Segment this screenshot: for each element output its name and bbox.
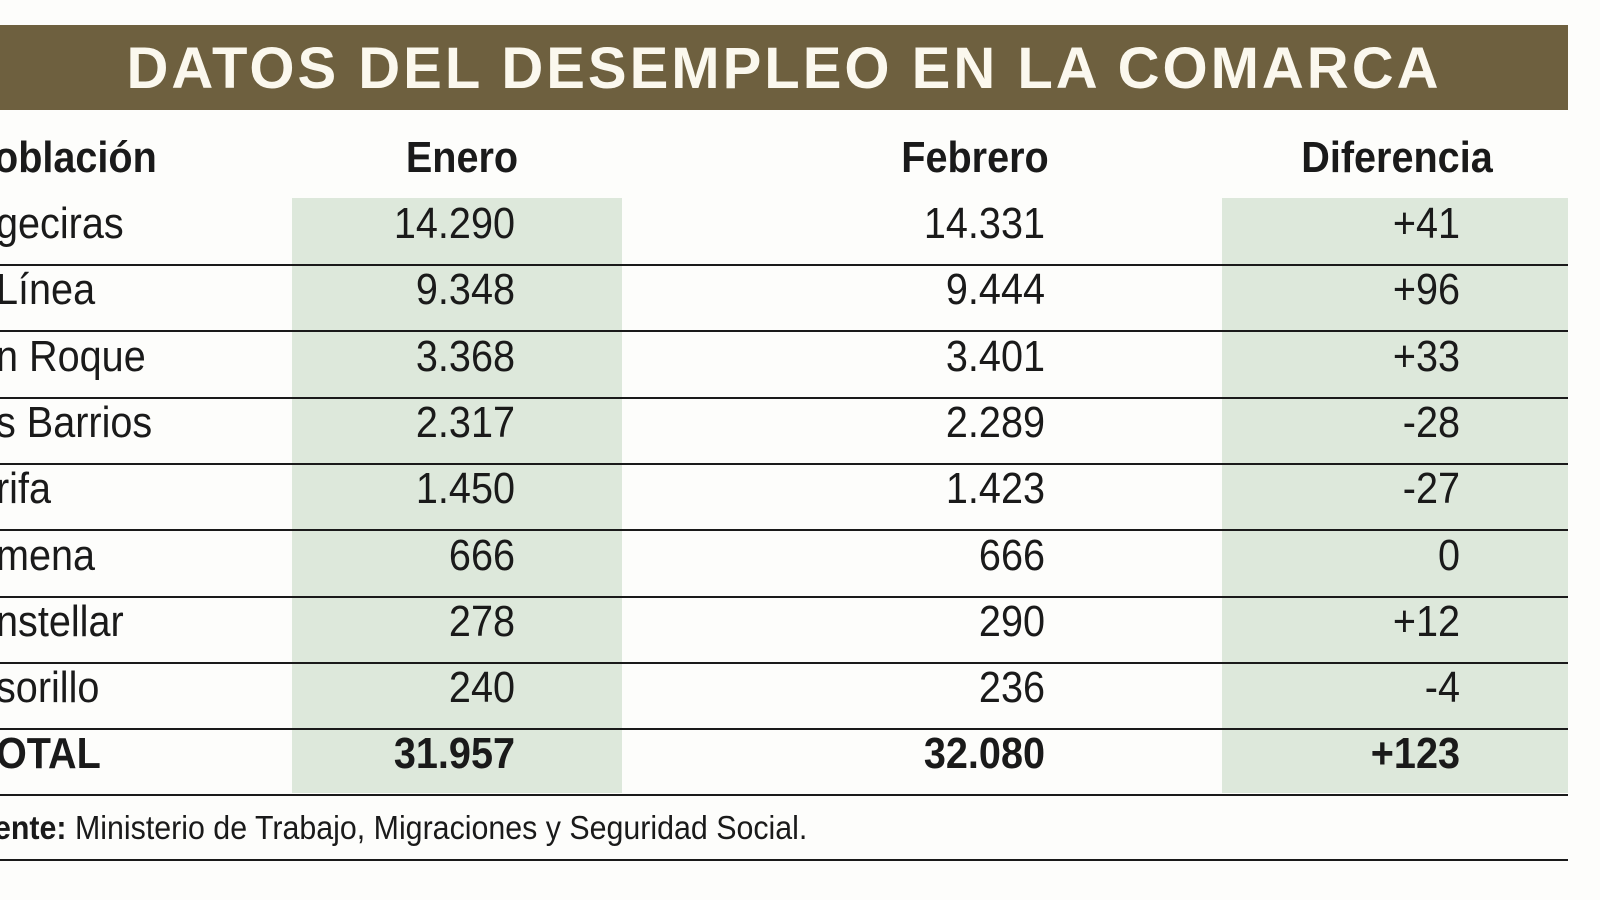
febrero-value: 236 [978, 663, 1045, 713]
febrero-value: 14.331 [923, 199, 1045, 248]
row-divider [0, 595, 1568, 598]
febrero-value: 290 [978, 596, 1045, 646]
febrero-value: 3.401 [945, 331, 1045, 381]
enero-column-highlight [292, 198, 622, 793]
row-name: n Roque [0, 331, 146, 381]
row-divider [0, 794, 1568, 797]
diferencia-value: -27 [1402, 464, 1460, 514]
row-divider [0, 462, 1568, 465]
source-note: ente: Ministerio de Trabajo, Migraciones… [0, 808, 807, 848]
febrero-value: 9.444 [945, 265, 1045, 315]
title-band [0, 25, 1568, 110]
row-name: rifa [0, 464, 52, 514]
enero-value: 31.957 [393, 729, 515, 779]
febrero-value: 2.289 [945, 397, 1045, 447]
bottom-rule [0, 859, 1568, 861]
enero-value: 666 [448, 530, 515, 580]
diferencia-value: -28 [1402, 397, 1460, 447]
febrero-value: 1.423 [945, 464, 1045, 514]
row-name: sorillo [0, 663, 100, 713]
row-name: Línea [0, 265, 96, 315]
source-label: ente: [0, 809, 67, 846]
row-divider [0, 529, 1568, 532]
diferencia-value: +41 [1392, 199, 1460, 248]
header-poblacion: oblación [0, 133, 157, 182]
row-name: mena [0, 530, 96, 580]
row-name: geciras [0, 199, 124, 248]
enero-value: 1.450 [415, 464, 515, 514]
header-diferencia: Diferencia [1301, 133, 1493, 182]
diferencia-value: +123 [1370, 729, 1460, 779]
row-divider [0, 396, 1568, 399]
febrero-value: 32.080 [923, 729, 1045, 779]
diferencia-value: +12 [1392, 596, 1460, 646]
diferencia-value: -4 [1424, 663, 1460, 713]
diferencia-value: +96 [1392, 265, 1460, 315]
row-divider [0, 330, 1568, 333]
header-febrero: Febrero [901, 133, 1049, 182]
row-name: s Barrios [0, 397, 153, 447]
enero-value: 2.317 [415, 397, 515, 447]
enero-value: 3.368 [415, 331, 515, 381]
row-divider [0, 661, 1568, 664]
total-label: OTAL [0, 729, 101, 779]
header-enero: Enero [405, 133, 519, 182]
enero-value: 278 [448, 596, 515, 646]
diferencia-value: 0 [1437, 530, 1460, 580]
row-divider [0, 728, 1568, 731]
febrero-value: 666 [978, 530, 1045, 580]
enero-value: 9.348 [415, 265, 515, 315]
enero-value: 14.290 [393, 199, 515, 248]
source-text: Ministerio de Trabajo, Migraciones y Seg… [66, 809, 808, 846]
row-divider [0, 264, 1568, 266]
row-name: nstellar [0, 596, 124, 646]
table-title: DATOS DEL DESEMPLEO EN LA COMARCA [126, 36, 1442, 101]
diferencia-value: +33 [1392, 331, 1460, 381]
diferencia-column-highlight [1222, 198, 1568, 793]
enero-value: 240 [448, 663, 515, 713]
